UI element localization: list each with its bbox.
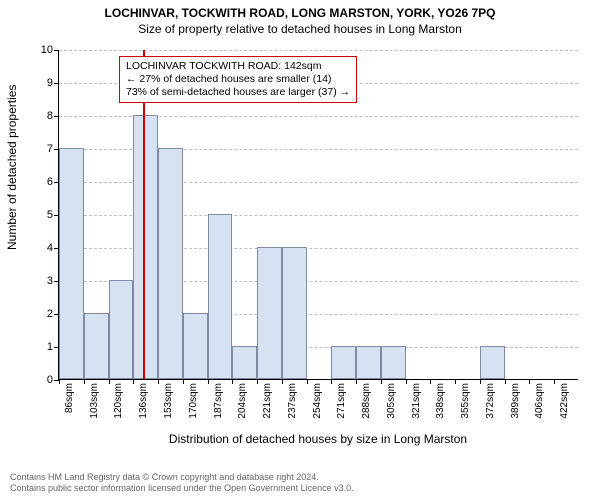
chart-title: LOCHINVAR, TOCKWITH ROAD, LONG MARSTON, … — [0, 6, 600, 20]
x-tick — [84, 379, 85, 384]
x-tick — [505, 379, 506, 384]
x-tick-label: 389sqm — [510, 383, 521, 419]
x-tick — [109, 379, 110, 384]
y-tick — [54, 83, 59, 84]
x-tick-label: 86sqm — [64, 383, 75, 413]
histogram-bar — [381, 346, 406, 379]
x-tick — [158, 379, 159, 384]
x-tick-label: 221sqm — [262, 383, 273, 419]
x-tick-label: 120sqm — [113, 383, 124, 419]
histogram-bar — [282, 247, 307, 379]
histogram-bar — [208, 214, 233, 379]
footer-attribution: Contains HM Land Registry data © Crown c… — [10, 472, 354, 495]
x-tick-label: 422sqm — [559, 383, 570, 419]
x-tick-label: 153sqm — [163, 383, 174, 419]
x-tick — [257, 379, 258, 384]
info-box-line: 73% of semi-detached houses are larger (… — [126, 86, 350, 99]
y-tick-label: 0 — [47, 374, 53, 386]
info-box-line: ← 27% of detached houses are smaller (14… — [126, 73, 350, 86]
x-tick-label: 271sqm — [336, 383, 347, 419]
x-tick-label: 103sqm — [89, 383, 100, 419]
histogram-bar — [158, 148, 183, 379]
y-tick-label: 5 — [47, 209, 53, 221]
footer-line-1: Contains HM Land Registry data © Crown c… — [10, 472, 354, 483]
x-tick-label: 288sqm — [361, 383, 372, 419]
y-tick — [54, 50, 59, 51]
y-tick-label: 1 — [47, 341, 53, 353]
x-tick — [59, 379, 60, 384]
x-tick-label: 170sqm — [188, 383, 199, 419]
y-tick-label: 2 — [47, 308, 53, 320]
x-tick — [356, 379, 357, 384]
x-tick — [183, 379, 184, 384]
x-tick-label: 305sqm — [386, 383, 397, 419]
histogram-bar — [356, 346, 381, 379]
x-tick-label: 237sqm — [287, 383, 298, 419]
histogram-bar — [232, 346, 257, 379]
x-tick-label: 372sqm — [485, 383, 496, 419]
y-axis-label: Number of detached properties — [5, 85, 19, 250]
gridline — [59, 50, 578, 51]
histogram-bar — [480, 346, 505, 379]
y-tick-label: 3 — [47, 275, 53, 287]
x-tick-label: 355sqm — [460, 383, 471, 419]
x-tick-label: 204sqm — [237, 383, 248, 419]
x-tick — [133, 379, 134, 384]
x-tick-label: 136sqm — [138, 383, 149, 419]
x-tick — [232, 379, 233, 384]
info-box-line: LOCHINVAR TOCKWITH ROAD: 142sqm — [126, 60, 350, 73]
info-box: LOCHINVAR TOCKWITH ROAD: 142sqm← 27% of … — [119, 56, 357, 103]
x-tick — [430, 379, 431, 384]
x-axis-label: Distribution of detached houses by size … — [58, 432, 578, 446]
x-tick-label: 406sqm — [534, 383, 545, 419]
x-tick — [331, 379, 332, 384]
x-tick-label: 187sqm — [213, 383, 224, 419]
x-tick — [307, 379, 308, 384]
x-tick — [480, 379, 481, 384]
histogram-bar — [84, 313, 109, 379]
histogram-bar — [257, 247, 282, 379]
y-tick-label: 9 — [47, 77, 53, 89]
histogram-bar — [133, 115, 158, 379]
x-tick-label: 338sqm — [435, 383, 446, 419]
y-tick-label: 6 — [47, 176, 53, 188]
y-tick-label: 4 — [47, 242, 53, 254]
y-tick — [54, 116, 59, 117]
x-tick — [529, 379, 530, 384]
x-tick — [282, 379, 283, 384]
x-tick-label: 321sqm — [411, 383, 422, 419]
histogram-bar — [109, 280, 134, 379]
chart-area: 01234567891086sqm103sqm120sqm136sqm153sq… — [58, 50, 578, 410]
x-tick — [381, 379, 382, 384]
x-tick-label: 254sqm — [312, 383, 323, 419]
chart-subtitle: Size of property relative to detached ho… — [0, 22, 600, 36]
histogram-bar — [183, 313, 208, 379]
x-tick — [455, 379, 456, 384]
histogram-bar — [331, 346, 356, 379]
y-tick-label: 7 — [47, 143, 53, 155]
plot-area: 01234567891086sqm103sqm120sqm136sqm153sq… — [58, 50, 578, 380]
footer-line-2: Contains public sector information licen… — [10, 483, 354, 494]
x-tick — [406, 379, 407, 384]
x-tick — [208, 379, 209, 384]
histogram-bar — [59, 148, 84, 379]
x-tick — [554, 379, 555, 384]
y-tick-label: 10 — [41, 44, 53, 56]
y-tick-label: 8 — [47, 110, 53, 122]
